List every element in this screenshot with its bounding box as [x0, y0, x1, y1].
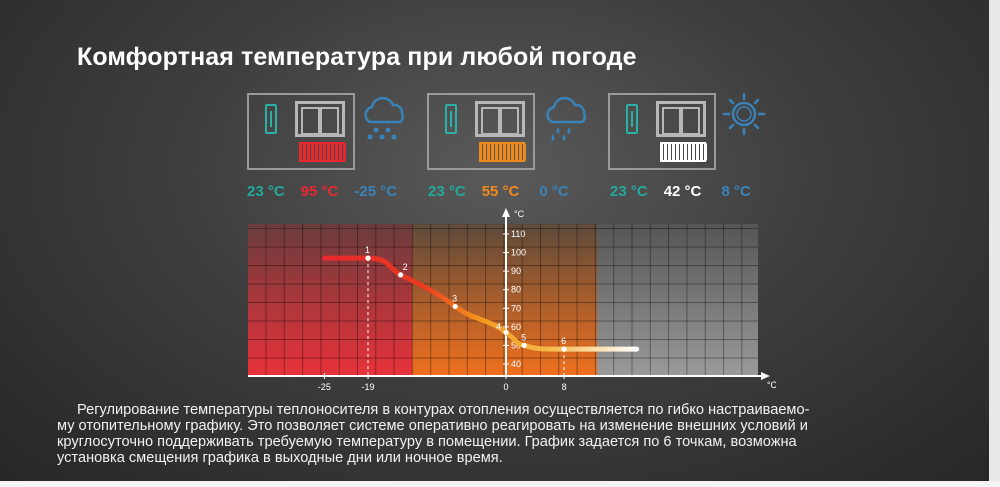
curve-point-label: 1: [365, 245, 370, 255]
supply-temp: 55 °C: [481, 183, 520, 200]
outside-temp: 8 °C: [721, 183, 751, 200]
supply-temp: 95 °C: [300, 183, 339, 200]
curve-point-label: 4: [496, 321, 501, 331]
y-tick-label: 70: [511, 303, 521, 313]
window-icon: [656, 101, 706, 137]
curve-point-6: [561, 346, 567, 352]
window-icon: [475, 101, 525, 137]
window-icon: [295, 101, 345, 137]
curve-point-3: [452, 303, 458, 310]
supply-temp: 42 °C: [663, 183, 702, 200]
y-tick-label: 80: [511, 285, 521, 295]
x-tick-label: -19: [361, 382, 374, 392]
curve-point-1: [365, 255, 371, 261]
radiator-icon: [479, 141, 526, 163]
scenario-panel-warm: [608, 93, 716, 170]
thermometer-icon: [445, 104, 457, 134]
y-tick-label: 110: [511, 229, 525, 239]
heating-curve-chart: °C 40 50 60 70 80 90 100 110 -25 -19 0 8 °C 1 2 3 4 5 6: [248, 208, 776, 392]
description-text: Регулирование температуры теплоносителя …: [57, 402, 810, 466]
y-tick-label: 50: [511, 340, 521, 350]
room-temp: 23 °C: [428, 183, 466, 200]
page-title: Комфортная температура при любой погоде: [77, 43, 637, 71]
x-axis-unit: °C: [767, 380, 776, 390]
y-tick-label: 100: [511, 248, 526, 258]
bottom-bar: [0, 481, 1000, 487]
curve-point-label: 3: [452, 293, 457, 303]
snow-cloud-icon: [364, 96, 404, 140]
x-tick-label: 0: [503, 382, 508, 392]
curve-point-4: [503, 329, 509, 336]
scenario-panel-mild: [427, 93, 535, 170]
temps-warm: 23 °C 42 °C 8 °C: [610, 183, 767, 200]
temps-mild: 23 °C 55 °C 0 °C: [428, 183, 585, 200]
y-axis-unit: °C: [514, 209, 525, 219]
heating-curve-line: [321, 255, 640, 352]
curve-point-label: 2: [403, 262, 408, 272]
chart-grid: [248, 224, 758, 376]
curve-point-5: [521, 342, 527, 349]
scenario-panel-cold: [247, 93, 355, 170]
curve-point-label: 6: [561, 336, 566, 346]
outside-temp: 0 °C: [539, 183, 569, 200]
temps-cold: 23 °C 95 °C -25 °C: [247, 183, 413, 200]
y-tick-label: 40: [511, 359, 521, 369]
y-axis-arrow: [502, 208, 510, 217]
x-tick-label: -25: [318, 382, 331, 392]
rain-cloud-icon: [546, 96, 586, 141]
sun-icon: [722, 92, 766, 136]
radiator-icon: [299, 141, 346, 163]
x-tick-label: 8: [562, 382, 567, 392]
zone-cold: [248, 224, 412, 376]
room-temp: 23 °C: [610, 183, 648, 200]
x-axis-arrow: [761, 372, 770, 380]
room-temp: 23 °C: [247, 183, 285, 200]
outside-temp: -25 °C: [354, 183, 398, 200]
y-tick-label: 90: [511, 266, 521, 276]
curve-point-label: 5: [521, 332, 526, 342]
curve-point-2: [398, 272, 404, 278]
thermometer-icon: [265, 104, 277, 134]
y-tick-label: 60: [511, 322, 521, 332]
thermometer-icon: [626, 104, 638, 134]
radiator-icon: [660, 141, 707, 163]
right-edge: [989, 0, 1000, 481]
